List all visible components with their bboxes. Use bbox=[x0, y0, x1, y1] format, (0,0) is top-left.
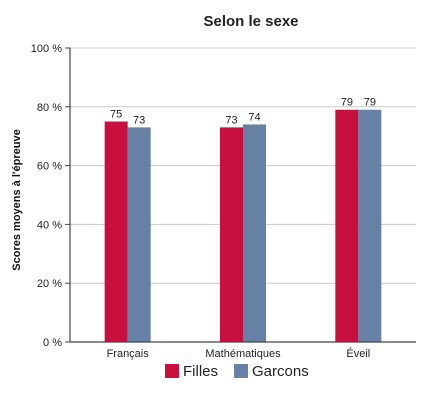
bar-filles-0 bbox=[104, 121, 128, 342]
y-axis-label: Scores moyens à l'épreuve bbox=[11, 129, 23, 270]
data-label: 73 bbox=[133, 114, 145, 126]
legend-swatch-filles bbox=[165, 364, 179, 378]
data-label: 75 bbox=[110, 109, 122, 121]
legend-label-garcons: Garcons bbox=[252, 363, 309, 380]
y-tick-label: 100 % bbox=[31, 43, 62, 55]
x-tick-label: Français bbox=[107, 348, 150, 360]
y-tick-label: 0 % bbox=[43, 337, 62, 349]
y-tick-label: 60 % bbox=[37, 161, 62, 173]
chart-title: Selon le sexe bbox=[203, 13, 298, 30]
x-axis-ticks: Français Mathématiques Éveil bbox=[107, 347, 371, 360]
x-tick-label: Éveil bbox=[346, 347, 370, 360]
bar-filles-1 bbox=[220, 127, 243, 342]
bar-filles-2 bbox=[335, 109, 359, 343]
bars bbox=[104, 109, 382, 343]
legend-swatch-garcons bbox=[234, 364, 249, 378]
data-label: 74 bbox=[248, 111, 260, 123]
legend-label-filles: Filles bbox=[183, 363, 218, 380]
y-tick-label: 80 % bbox=[37, 102, 62, 114]
bar-garcons-0 bbox=[127, 127, 151, 342]
y-tick-label: 40 % bbox=[37, 219, 62, 231]
legend: Filles Garcons bbox=[165, 363, 309, 380]
x-tick-label: Mathématiques bbox=[205, 348, 281, 360]
data-labels: 75 73 73 74 79 79 bbox=[110, 97, 376, 127]
y-axis-ticks: 0 % 20 % 40 % 60 % 80 % 100 % bbox=[31, 43, 70, 349]
data-label: 73 bbox=[225, 114, 237, 126]
bar-garcons-1 bbox=[243, 124, 266, 342]
data-label: 79 bbox=[364, 97, 376, 109]
y-tick-label: 20 % bbox=[37, 278, 62, 290]
data-label: 79 bbox=[341, 97, 353, 109]
bar-garcons-2 bbox=[358, 109, 382, 343]
